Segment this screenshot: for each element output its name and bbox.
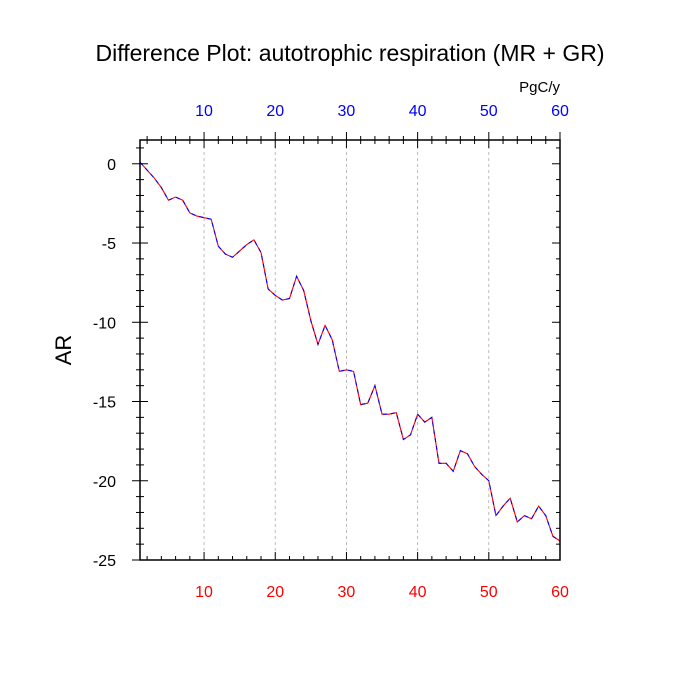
x-tick-label-bottom: 50 <box>480 584 498 601</box>
y-tick-label: 0 <box>107 157 116 174</box>
x-tick-label-bottom: 10 <box>195 584 213 601</box>
x-tick-label-top: 60 <box>551 103 569 120</box>
gridlines <box>203 140 490 560</box>
x-tick-label-bottom: 40 <box>409 584 427 601</box>
unit-label: PgC/y <box>519 79 560 96</box>
plot-frame <box>139 139 561 561</box>
chart-title: Difference Plot: autotrophic respiration… <box>95 40 605 66</box>
data-lines <box>139 161 561 542</box>
series-line-red <box>139 161 561 542</box>
x-tick-label-top: 20 <box>266 103 284 120</box>
x-tick-label-top: 50 <box>480 103 498 120</box>
tick-labels: 10 10 20 20 30 30 40 40 50 50 60 60 0 -5 -10 -15 -20 -25 <box>93 103 569 601</box>
x-tick-label-bottom: 30 <box>338 584 356 601</box>
x-tick-label-top: 40 <box>409 103 427 120</box>
axis-ticks <box>132 132 561 561</box>
y-tick-label: -25 <box>93 553 116 570</box>
x-tick-label-top: 10 <box>195 103 213 120</box>
series-line-blue <box>139 161 561 542</box>
y-tick-label: -15 <box>93 395 116 412</box>
x-tick-label-bottom: 60 <box>551 584 569 601</box>
y-tick-label: -10 <box>93 315 116 332</box>
x-tick-label-top: 30 <box>338 103 356 120</box>
y-tick-label: -5 <box>102 236 116 253</box>
x-tick-label-bottom: 20 <box>266 584 284 601</box>
y-tick-label: -20 <box>93 474 116 491</box>
